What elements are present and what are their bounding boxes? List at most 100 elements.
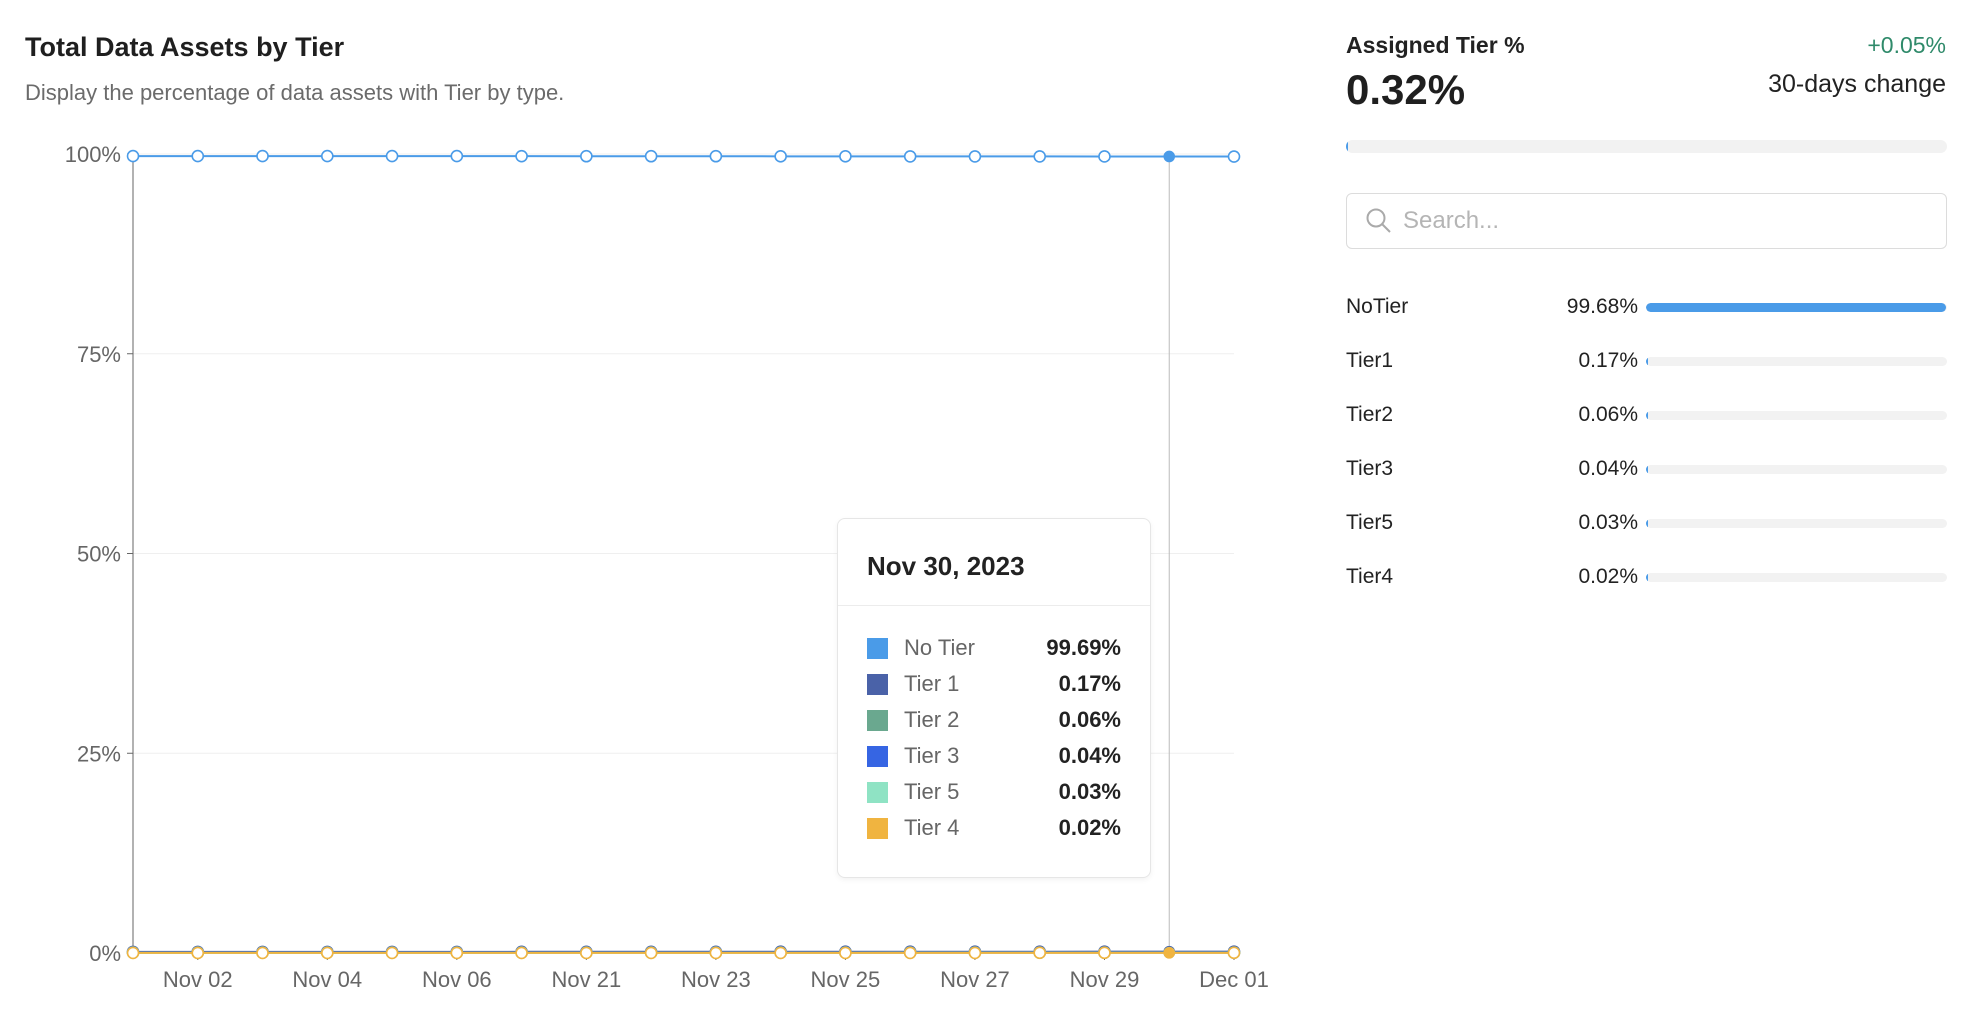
tier-percent: 99.68% [1566, 295, 1638, 318]
change-value: +0.05% [1867, 32, 1946, 58]
legend-swatch [867, 637, 888, 659]
legend-swatch [867, 781, 888, 803]
tier-bar-fill [1646, 410, 1648, 420]
data-point [709, 149, 723, 163]
data-point [774, 946, 787, 960]
legend-swatch [867, 673, 888, 695]
data-point [320, 946, 334, 960]
tier-name: Tier3 [1346, 457, 1394, 480]
x-tick-label: Nov 25 [811, 967, 881, 992]
data-point [709, 946, 723, 960]
x-tick-label: Nov 21 [551, 967, 621, 992]
tier-bar-fill [1646, 302, 1947, 312]
tier-bar [1646, 518, 1947, 528]
tooltip-series-name: Tier 4 [904, 815, 960, 840]
legend-swatch [867, 745, 888, 767]
data-point [450, 149, 464, 163]
change-label: 30-days change [1768, 70, 1946, 98]
data-point [903, 150, 917, 163]
tooltip-series-name: Tier 1 [904, 671, 960, 696]
chart-tooltip: Nov 30, 2023 No Tier 99.69% Tier 1 0.17% Tie… [837, 518, 1151, 878]
chart-subtitle: Display the percentage of data assets wi… [25, 80, 565, 105]
chart-title: Total Data Assets by Tier [25, 32, 345, 62]
tier-list-item: Tier5 0.03% [1346, 496, 1947, 550]
x-tick-label: Nov 27 [940, 967, 1010, 992]
tooltip-series-value: 99.69% [1046, 635, 1121, 660]
tier-bar-fill [1646, 518, 1648, 528]
data-point [1098, 150, 1111, 163]
data-point [256, 149, 269, 163]
data-point [839, 150, 852, 163]
data-point [1227, 150, 1241, 163]
tooltip-series-name: Tier 5 [904, 779, 960, 804]
data-point [1033, 150, 1047, 163]
tooltip-series-value: 0.06% [1058, 707, 1121, 732]
data-point [515, 149, 528, 163]
tooltip-row: Tier 2 0.06% [838, 702, 1150, 738]
line-chart: 0% 25% 50% 75% 100% Nov 02 Nov 04 Nov 06 Nov 21 N… [65, 142, 1269, 992]
tooltip-series-value: 0.17% [1058, 671, 1121, 696]
tier-bar [1646, 356, 1947, 366]
search-icon [1366, 208, 1391, 233]
tier-name: Tier2 [1346, 403, 1394, 426]
data-point [1033, 946, 1047, 960]
tier-list-item: NoTier 99.68% [1346, 280, 1947, 334]
data-point [644, 946, 658, 960]
data-point [1098, 946, 1111, 960]
tier-name: NoTier [1346, 295, 1409, 318]
data-point [839, 946, 852, 960]
x-tick-label: Nov 02 [163, 967, 233, 992]
assigned-tier-label: Assigned Tier % [1346, 32, 1525, 58]
data-point [126, 946, 140, 960]
tier-percent: 0.17% [1578, 349, 1638, 372]
tooltip-series-value: 0.02% [1058, 815, 1121, 840]
data-point [515, 946, 528, 960]
data-point [580, 946, 593, 960]
data-point [256, 946, 269, 960]
legend-swatch [867, 817, 888, 839]
tooltip-row: Tier 4 0.02% [838, 810, 1150, 846]
y-tick-label: 50% [77, 542, 121, 567]
x-tick-label: Nov 06 [422, 967, 492, 992]
tier-bar [1646, 302, 1947, 312]
data-point [1163, 947, 1176, 959]
y-tick-label: 100% [65, 142, 121, 167]
legend-swatch [867, 709, 888, 731]
tier-list-item: Tier1 0.17% [1346, 334, 1947, 388]
tier-percent: 0.06% [1578, 403, 1638, 426]
assigned-tier-progress [1346, 140, 1947, 153]
tooltip-series-value: 0.04% [1058, 743, 1121, 768]
tooltip-series-name: Tier 3 [904, 743, 960, 768]
x-tick-label: Nov 23 [681, 967, 751, 992]
search-input[interactable] [1403, 207, 1903, 235]
tier-bar [1646, 410, 1947, 420]
tier-list-item: Tier2 0.06% [1346, 388, 1947, 442]
tier-name: Tier5 [1346, 511, 1394, 534]
data-point [968, 946, 982, 960]
assigned-tier-value: 0.32% [1346, 66, 1466, 113]
tier-percent: 0.04% [1578, 457, 1638, 480]
y-tick-label: 0% [89, 941, 121, 966]
tier-list-item: Tier4 0.02% [1346, 550, 1947, 604]
data-point [385, 946, 399, 960]
tier-bar-fill [1646, 356, 1648, 366]
tier-percent: 0.02% [1578, 565, 1638, 588]
tooltip-row: Tier 1 0.17% [838, 666, 1150, 702]
tooltip-row: No Tier 99.69% [838, 630, 1150, 666]
tooltip-series-name: No Tier [904, 635, 975, 660]
data-point [1227, 946, 1241, 960]
progress-fill [1346, 140, 1348, 153]
tooltip-row: Tier 5 0.03% [838, 774, 1150, 810]
data-point [774, 150, 787, 163]
x-tick-label: Nov 29 [1070, 967, 1140, 992]
search-box[interactable] [1346, 193, 1947, 249]
tooltip-series-name: Tier 2 [904, 707, 960, 732]
tooltip-row: Tier 3 0.04% [838, 738, 1150, 774]
data-point [450, 946, 464, 960]
data-point [126, 149, 140, 163]
tier-percent: 0.03% [1578, 511, 1638, 534]
tier-bar [1646, 464, 1947, 474]
y-tick-label: 75% [77, 342, 121, 367]
data-point [580, 149, 593, 163]
y-tick-label: 25% [77, 741, 121, 766]
